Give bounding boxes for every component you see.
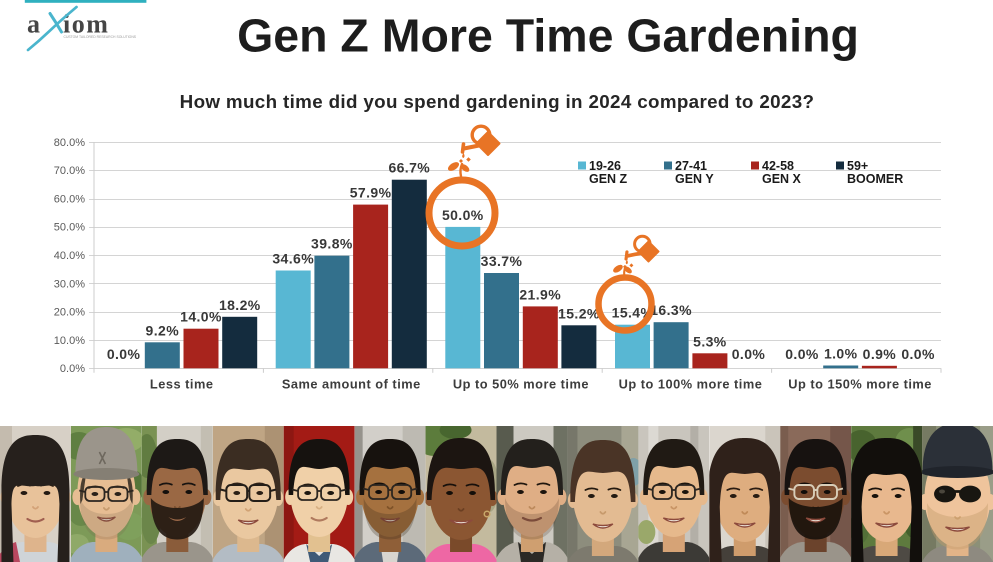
svg-text:14.0%: 14.0% xyxy=(180,309,222,325)
svg-text:42-58: 42-58 xyxy=(762,159,794,173)
svg-text:GEN Z: GEN Z xyxy=(589,172,628,186)
svg-text:0.0%: 0.0% xyxy=(785,346,819,362)
svg-text:CUSTOM TAILORED RESEARCH SOLUT: CUSTOM TAILORED RESEARCH SOLUTIONS xyxy=(64,35,137,39)
svg-text:5.3%: 5.3% xyxy=(693,333,727,349)
svg-text:0.0%: 0.0% xyxy=(107,346,141,362)
svg-text:How much time did you spend ga: How much time did you spend gardening in… xyxy=(180,91,815,112)
svg-text:0.9%: 0.9% xyxy=(863,346,897,362)
svg-text:a: a xyxy=(27,10,40,39)
svg-text:57.9%: 57.9% xyxy=(350,185,392,201)
svg-text:BOOMER: BOOMER xyxy=(847,172,903,186)
svg-text:GEN Y: GEN Y xyxy=(675,172,714,186)
svg-text:GEN X: GEN X xyxy=(762,172,802,186)
svg-text:39.8%: 39.8% xyxy=(311,236,353,252)
svg-text:50.0%: 50.0% xyxy=(54,222,85,234)
svg-text:15.2%: 15.2% xyxy=(558,305,600,321)
svg-text:0.0%: 0.0% xyxy=(60,363,85,375)
svg-text:0.0%: 0.0% xyxy=(732,346,766,362)
svg-text:Less time: Less time xyxy=(150,377,214,392)
svg-text:1.0%: 1.0% xyxy=(824,346,858,362)
svg-text:80.0%: 80.0% xyxy=(54,137,85,149)
svg-text:50.0%: 50.0% xyxy=(442,207,484,223)
svg-text:40.0%: 40.0% xyxy=(54,250,85,262)
svg-text:30.0%: 30.0% xyxy=(54,278,85,290)
svg-text:Gen Z More Time Gardening: Gen Z More Time Gardening xyxy=(237,10,859,62)
svg-text:Same amount of time: Same amount of time xyxy=(282,377,421,392)
svg-text:70.0%: 70.0% xyxy=(54,165,85,177)
svg-text:10.0%: 10.0% xyxy=(54,335,85,347)
svg-text:21.9%: 21.9% xyxy=(519,286,561,302)
svg-text:16.3%: 16.3% xyxy=(650,302,692,318)
svg-text:20.0%: 20.0% xyxy=(54,307,85,319)
svg-text:9.2%: 9.2% xyxy=(146,322,180,338)
svg-text:19-26: 19-26 xyxy=(589,159,621,173)
svg-text:0.0%: 0.0% xyxy=(901,346,935,362)
svg-text:60.0%: 60.0% xyxy=(54,193,85,205)
svg-text:15.4%: 15.4% xyxy=(612,305,654,321)
svg-text:Up to 150% more time: Up to 150% more time xyxy=(788,377,932,392)
svg-text:18.2%: 18.2% xyxy=(219,297,261,313)
svg-text:59+: 59+ xyxy=(847,159,868,173)
svg-text:Up to 100% more time: Up to 100% more time xyxy=(619,377,763,392)
svg-text:66.7%: 66.7% xyxy=(388,160,430,176)
svg-text:34.6%: 34.6% xyxy=(272,251,314,267)
svg-text:33.7%: 33.7% xyxy=(481,253,523,269)
svg-text:iom: iom xyxy=(63,10,109,39)
svg-text:27-41: 27-41 xyxy=(675,159,707,173)
svg-text:Up to 50% more time: Up to 50% more time xyxy=(453,377,589,392)
